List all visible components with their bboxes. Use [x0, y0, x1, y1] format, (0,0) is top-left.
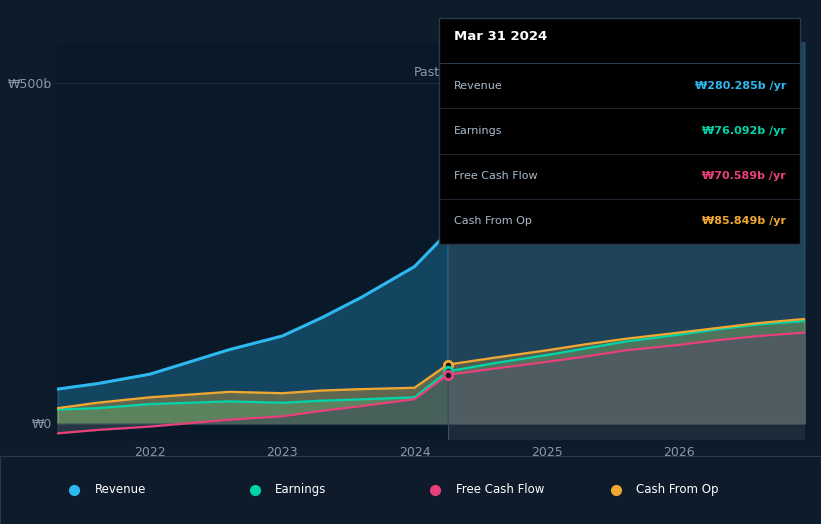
- Text: Free Cash Flow: Free Cash Flow: [454, 171, 537, 181]
- Text: ₩76.092b /yr: ₩76.092b /yr: [702, 126, 786, 136]
- Text: Earnings: Earnings: [275, 484, 327, 496]
- Text: Earnings: Earnings: [454, 126, 502, 136]
- Text: Revenue: Revenue: [454, 81, 502, 91]
- Text: Past: Past: [414, 66, 440, 79]
- Text: ₩280.285b /yr: ₩280.285b /yr: [695, 81, 786, 91]
- Text: ₩70.589b /yr: ₩70.589b /yr: [702, 171, 786, 181]
- Text: ₩85.849b /yr: ₩85.849b /yr: [702, 216, 786, 226]
- Text: Cash From Op: Cash From Op: [636, 484, 718, 496]
- Text: Free Cash Flow: Free Cash Flow: [456, 484, 544, 496]
- Text: Cash From Op: Cash From Op: [454, 216, 531, 226]
- Text: Revenue: Revenue: [94, 484, 146, 496]
- Text: Mar 31 2024: Mar 31 2024: [454, 29, 547, 42]
- Bar: [447, 42, 821, 440]
- Text: Analysts Forecasts: Analysts Forecasts: [455, 66, 571, 79]
